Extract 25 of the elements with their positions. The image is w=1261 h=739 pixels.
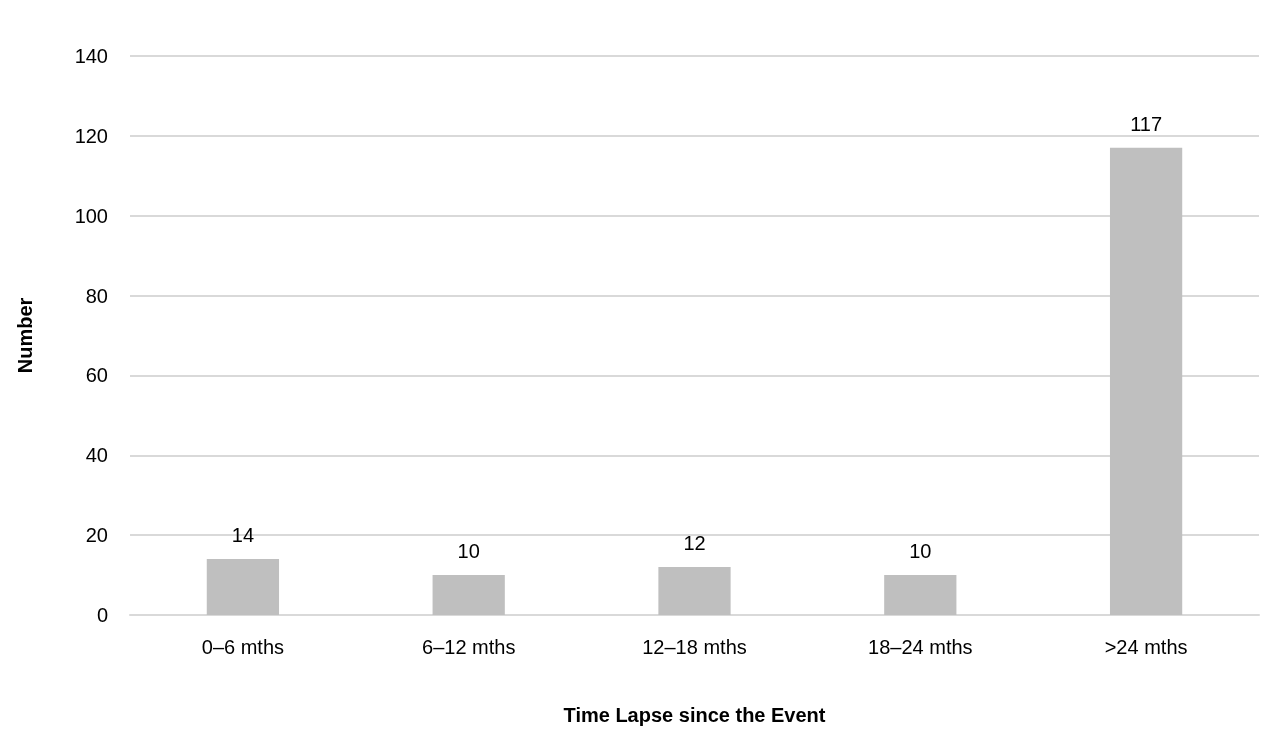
y-tick-label: 120 [74, 124, 108, 147]
data-label: 10 [909, 540, 932, 563]
y-tick-label: 80 [85, 284, 108, 307]
data-label: 14 [231, 524, 255, 547]
y-tick-label: 100 [74, 204, 108, 227]
y-tick-label: 140 [74, 45, 108, 67]
x-tick-label: 6–12 mths [422, 636, 516, 658]
x-tick-label: 12–18 mths [642, 636, 747, 658]
bar [432, 575, 505, 615]
x-tick-label: 0–6 mths [201, 636, 285, 658]
bar [206, 559, 280, 615]
x-tick-label: >24 mths [1104, 636, 1188, 658]
y-tick-label: 40 [85, 444, 108, 467]
data-label: 10 [457, 540, 480, 563]
data-label: 117 [1130, 112, 1163, 135]
y-tick-label: 60 [85, 364, 108, 387]
x-axis-title: Time Lapse since the Event [563, 704, 826, 726]
data-label: 12 [683, 532, 706, 555]
y-axis-title: Number [14, 297, 36, 374]
y-tick-label: 0 [96, 604, 108, 626]
bar [884, 575, 957, 615]
bar [658, 567, 731, 615]
bar [1109, 147, 1183, 615]
x-tick-label: 18–24 mths [868, 636, 973, 658]
y-tick-label: 20 [85, 524, 108, 547]
